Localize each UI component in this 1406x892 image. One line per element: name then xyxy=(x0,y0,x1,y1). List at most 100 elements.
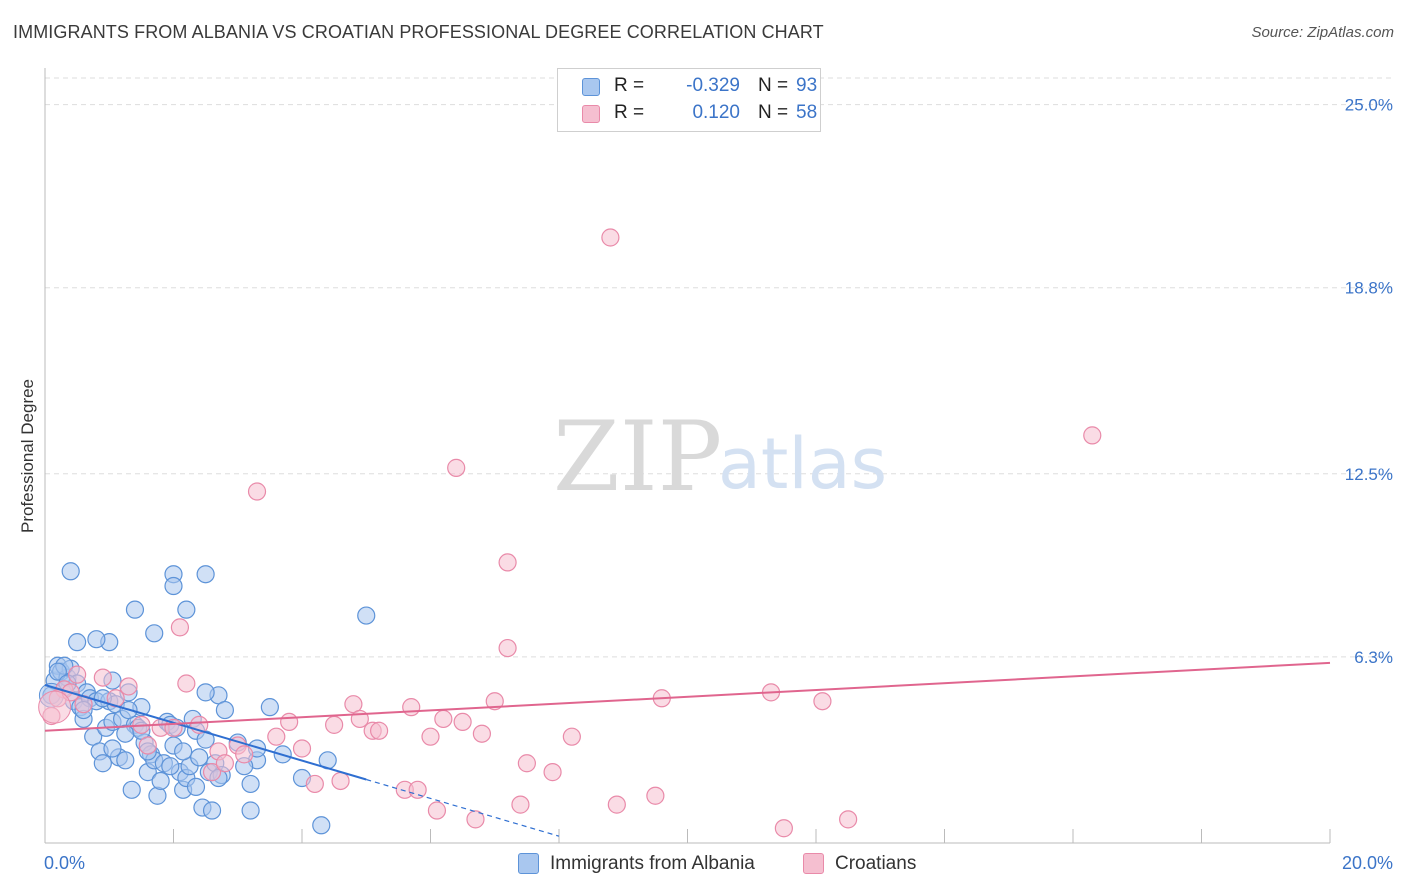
albania-point xyxy=(190,748,209,767)
albania-point xyxy=(357,606,376,625)
albania-point xyxy=(61,562,80,581)
albania-point xyxy=(148,786,167,805)
gridlines xyxy=(45,77,1395,658)
albania-point xyxy=(312,816,331,835)
croatian-point xyxy=(472,724,491,743)
albania-point xyxy=(196,683,215,702)
r-value: 0.120 xyxy=(692,102,740,123)
croatian-point xyxy=(292,739,312,758)
albania-point xyxy=(93,754,112,773)
croatian-point xyxy=(427,801,447,820)
croatian-point xyxy=(305,774,324,794)
r-label: R = xyxy=(614,102,645,123)
croatian-point xyxy=(370,721,389,740)
croatian-point xyxy=(170,618,190,637)
albania-trend-line xyxy=(44,684,367,781)
croatian-point xyxy=(607,795,626,814)
croatian-point xyxy=(447,458,466,477)
croatian-cluster-point xyxy=(38,690,72,724)
croatian-point xyxy=(331,771,350,791)
croatian-point xyxy=(93,668,112,687)
albania-swatch xyxy=(582,78,600,96)
croatian-point xyxy=(325,715,344,734)
x-tick-label: 0.0% xyxy=(44,853,85,873)
albania-point xyxy=(177,600,196,619)
trend-lines xyxy=(44,661,1331,837)
albania-point xyxy=(241,801,260,820)
croatian-point xyxy=(453,712,472,731)
croatian-point xyxy=(421,727,440,746)
albania-point xyxy=(87,630,106,649)
croatian-point xyxy=(235,745,254,764)
albania-point xyxy=(241,774,260,794)
watermark-zip: ZIP xyxy=(553,401,722,513)
legend-label: Immigrants from Albania xyxy=(550,853,755,874)
albania-point xyxy=(196,565,215,584)
n-label: N = xyxy=(758,75,789,96)
n-label: N = xyxy=(758,102,789,123)
croatian-trend-line xyxy=(44,661,1331,732)
albania-point xyxy=(151,771,170,791)
albania-point xyxy=(116,751,135,770)
r-value: -0.329 xyxy=(686,75,740,96)
y-tick-label: 6.3% xyxy=(1354,648,1393,667)
croatian-point xyxy=(601,228,620,247)
croatian-point xyxy=(839,810,858,829)
albania-point xyxy=(48,662,67,681)
n-value: 93 xyxy=(796,75,818,96)
source-label: Source: ZipAtlas.com xyxy=(1251,24,1394,41)
x-tick-label: 20.0% xyxy=(1342,853,1393,873)
croatian-point xyxy=(511,795,530,814)
albania-point xyxy=(103,739,122,758)
croatian-point xyxy=(408,780,427,799)
watermark: ZIP atlas xyxy=(553,401,887,513)
croatian-point xyxy=(267,727,286,746)
albania-point xyxy=(260,698,279,717)
croatian-point xyxy=(138,736,157,755)
croatian-point xyxy=(177,674,196,693)
croatian-legend-swatch xyxy=(803,853,824,874)
albania-point xyxy=(164,576,183,596)
croatian-point xyxy=(1083,426,1102,445)
albania-trend-extension xyxy=(366,778,560,837)
croatian-point xyxy=(68,665,87,684)
croatian-point xyxy=(280,712,299,731)
watermark-atlas: atlas xyxy=(718,423,887,505)
croatian-point xyxy=(498,553,517,572)
albania-point xyxy=(186,777,206,796)
croatian-point xyxy=(466,810,485,829)
n-value: 58 xyxy=(796,102,818,123)
y-tick-label: 12.5% xyxy=(1345,465,1393,484)
albania-point xyxy=(68,633,87,652)
stats-box: R = -0.329 N = 93 R = 0.120 N = 58 xyxy=(557,68,821,132)
albania-point xyxy=(202,801,222,820)
y-tick-label: 18.8% xyxy=(1345,279,1393,298)
y-tick-labels: 6.3% 12.5% 18.8% 25.0% xyxy=(1345,96,1393,667)
croatian-point xyxy=(485,692,504,711)
legend-label: Croatians xyxy=(835,853,917,874)
croatian-point xyxy=(562,727,581,746)
albania-legend-swatch xyxy=(518,853,539,874)
series-croatian-points xyxy=(38,228,1102,838)
albania-point xyxy=(145,624,164,643)
croatian-point xyxy=(402,698,421,717)
croatian-point xyxy=(498,638,517,658)
croatian-point xyxy=(774,819,793,838)
albania-point xyxy=(122,780,141,799)
albania-point xyxy=(215,700,234,720)
croatian-point xyxy=(215,754,234,773)
croatian-point xyxy=(813,692,832,711)
croatian-swatch xyxy=(582,105,600,123)
croatian-point xyxy=(434,709,453,729)
croatian-point xyxy=(517,754,536,773)
croatian-point xyxy=(247,482,267,501)
albania-point xyxy=(161,757,180,776)
croatian-point xyxy=(202,763,222,782)
croatian-point xyxy=(119,677,138,696)
croatian-point xyxy=(543,763,562,782)
y-tick-label: 25.0% xyxy=(1345,96,1393,115)
x-tick-labels: 0.0% 20.0% xyxy=(44,853,1393,873)
albania-point xyxy=(174,742,193,761)
croatian-point xyxy=(646,786,665,805)
